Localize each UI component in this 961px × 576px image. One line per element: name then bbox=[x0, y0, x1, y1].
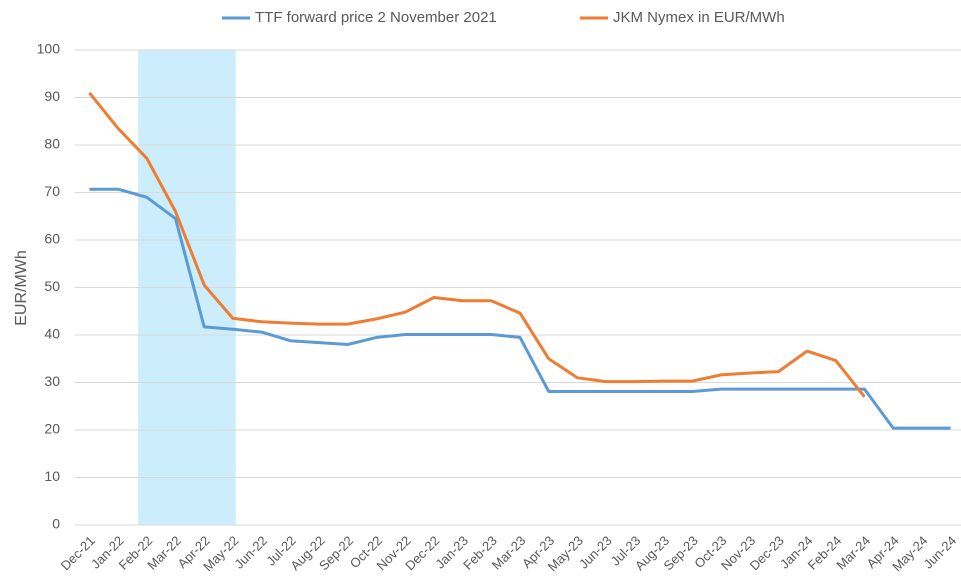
x-tick-label: Jun-23 bbox=[576, 533, 615, 572]
y-tick-label: 60 bbox=[44, 231, 60, 247]
y-tick-label: 100 bbox=[37, 41, 61, 57]
y-tick-label: 20 bbox=[44, 421, 60, 437]
series-line bbox=[88, 91, 866, 398]
y-tick-label: 50 bbox=[44, 278, 60, 294]
series-line bbox=[89, 187, 951, 430]
y-tick-label: 30 bbox=[44, 373, 60, 389]
y-tick-label: 0 bbox=[52, 516, 60, 532]
legend-label: JKM Nymex in EUR/MWh bbox=[613, 9, 785, 26]
y-tick-label: 10 bbox=[44, 468, 60, 484]
y-tick-label: 90 bbox=[44, 88, 60, 104]
y-tick-label: 70 bbox=[44, 183, 60, 199]
y-tick-label: 80 bbox=[44, 136, 60, 152]
x-tick-label: Jun-22 bbox=[231, 533, 270, 572]
y-axis-label: EUR/MWh bbox=[13, 250, 30, 326]
x-tick-label: Dec-21 bbox=[58, 533, 98, 573]
legend-label: TTF forward price 2 November 2021 bbox=[255, 9, 497, 26]
x-tick-label: Jun-24 bbox=[920, 533, 959, 572]
y-tick-label: 40 bbox=[44, 326, 60, 342]
